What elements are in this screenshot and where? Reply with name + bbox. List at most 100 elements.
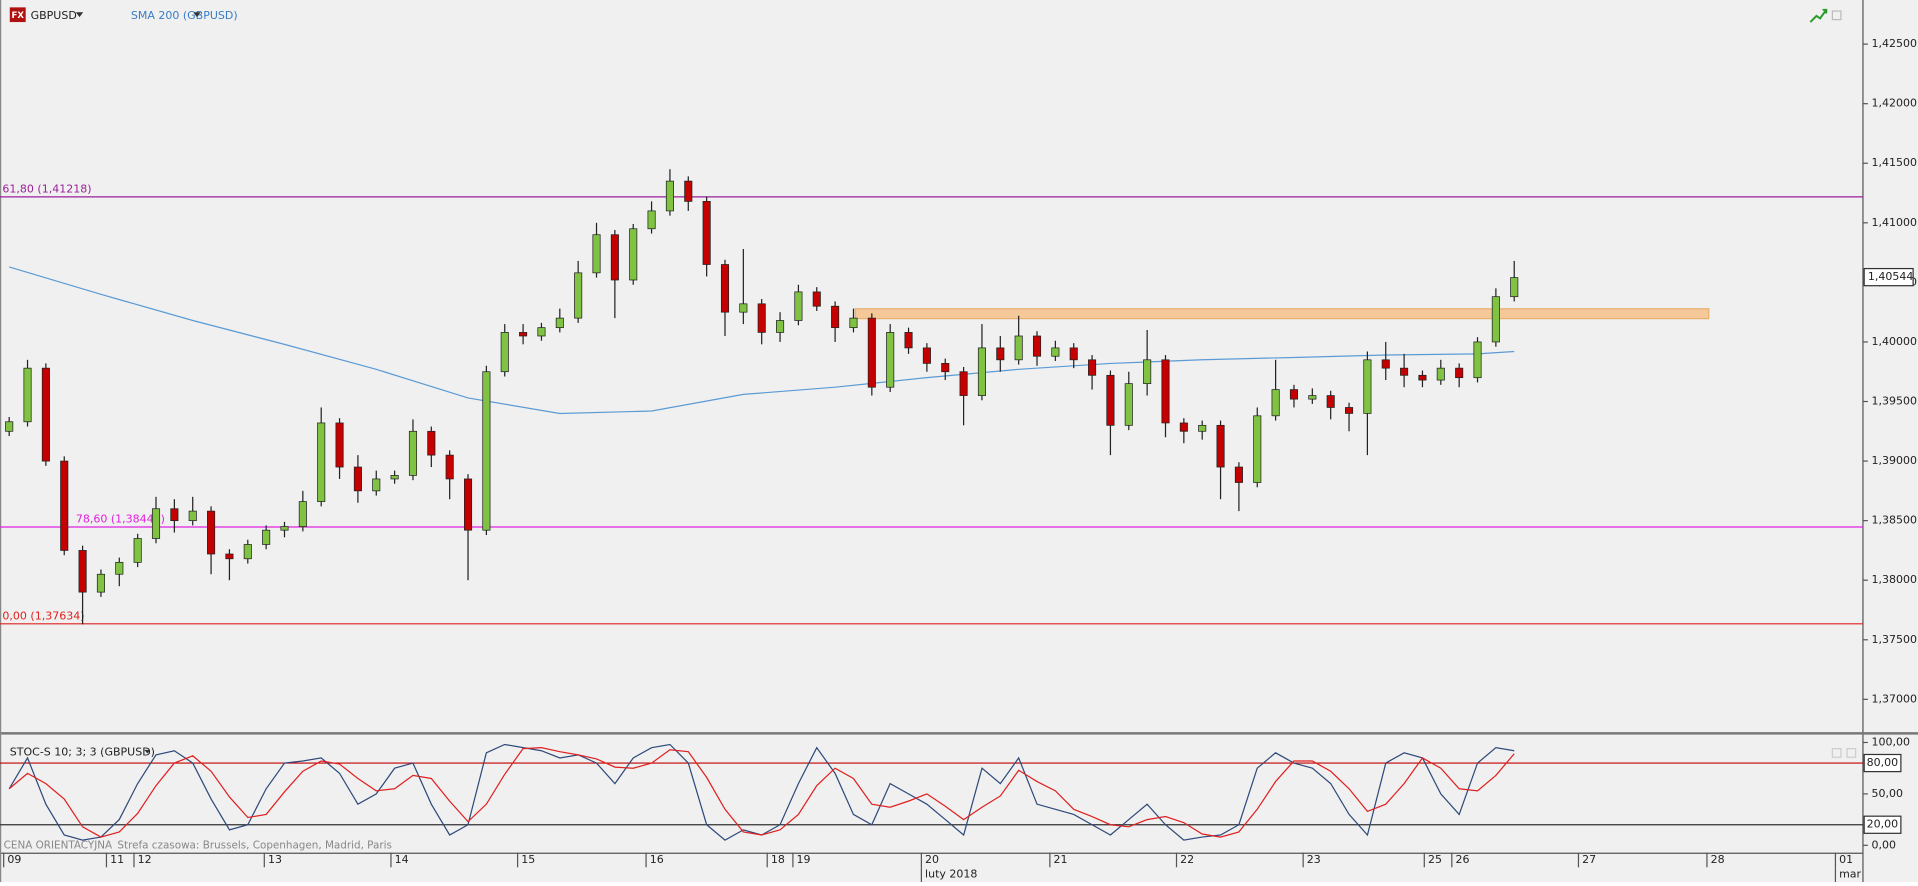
y-tick-label: 1,42500 [1872,37,1918,50]
x-tick-label: 15 [521,853,535,866]
dropdown-arrow[interactable] [144,749,151,754]
x-tick-label: 11 [110,853,124,866]
candle-body [96,573,105,593]
stoch-level-box [1863,815,1902,834]
candle-body [500,332,509,373]
candle-body [1161,359,1170,424]
candle-body [1216,424,1225,468]
y-tick-label: 1,42000 [1872,97,1918,110]
candle-body [1455,367,1464,379]
stoch-level-label: 80,00 [1867,756,1899,769]
fib-level-label: 61,80 (1,41218) [2,183,91,196]
candle-body [831,305,840,329]
candle-body [757,303,766,333]
candle-body [1271,389,1280,417]
candle-body [1106,374,1115,426]
candle-body [372,478,381,492]
candle-body [298,501,307,527]
candle-body [1198,424,1207,432]
candle-body [959,371,968,396]
candle-body [1253,415,1262,483]
y-tick-label: 100,00 [1872,735,1911,748]
candle-body [151,508,161,539]
stoch-level-label: 20,00 [1867,818,1899,831]
candle-body [812,291,821,307]
candle-body [1124,383,1133,426]
candle-body [574,272,583,319]
window-button[interactable] [1831,748,1842,758]
y-tick-label: 1,41000 [1872,216,1918,229]
y-tick-label: 1,40000 [1872,335,1918,348]
candle-body [1436,367,1445,381]
candle-body [941,363,950,373]
stoch-level-box [1863,753,1902,773]
y-tick-label: 0,00 [1872,838,1897,851]
x-tick-label: 20 [925,853,939,866]
y-tick-label: 1,37500 [1872,633,1918,646]
candle-body [1510,277,1519,298]
candle-body [427,430,436,456]
candle-body [1473,341,1482,379]
candle-body [702,201,711,265]
candle-body [335,422,344,468]
candle-body [60,460,69,551]
candle-body [867,317,876,388]
x-tick-label: 25 [1428,853,1442,866]
trend-icon[interactable] [1809,8,1828,23]
candle-body [353,466,362,492]
candle-body [665,180,674,212]
x-tick-label: 01 [1839,853,1853,866]
candle-body [592,234,601,274]
x-tick-label: 18 [771,853,785,866]
candle-body [262,529,271,545]
candle-body [922,347,931,364]
y-tick-label: 1,38500 [1872,514,1918,527]
candle-body [1345,407,1354,414]
candle-body [280,526,289,531]
candle-body [1069,347,1078,361]
candle-body [794,291,803,321]
candle-body [1234,466,1243,483]
window-button[interactable] [1846,748,1857,758]
date-axis [0,852,1863,882]
symbol-icon[interactable] [9,7,26,23]
x-tick-label: 12 [138,853,152,866]
candle-body [720,264,730,313]
candle-body [170,508,179,522]
candle-body [408,430,418,476]
window-button[interactable] [1831,10,1842,21]
last-price-box [1863,267,1914,287]
sma-line [8,266,1515,415]
x-tick-label: 27 [1582,853,1596,866]
stoch-title: STOC-S 10; 3; 3 (GBPUSD) [10,745,155,758]
dropdown-arrow[interactable] [75,12,84,18]
x-tick-label: 26 [1455,853,1469,866]
candle-body [41,367,50,462]
candle-body [610,234,619,281]
price-axis [1862,0,1918,882]
indicator-label[interactable]: SMA 200 (GBPUSD) [131,9,238,22]
x-tick-label: 22 [1180,853,1194,866]
candle-body [1400,367,1409,376]
candle-body [1491,296,1500,343]
candle-body [1326,395,1335,408]
candle-body [463,478,473,531]
symbol-icon-text: FX [12,11,25,21]
candle-body [133,538,142,563]
x-tick-label: 16 [650,853,664,866]
fib-level-label: 0,00 (1,37634) [2,609,84,622]
month-label: mar [1839,868,1861,881]
y-tick-label: 1,41500 [1872,156,1918,169]
candle-body [243,544,252,560]
candle-body [977,347,986,396]
candle-body [537,327,546,337]
candle-body [390,475,399,480]
stoch-line [8,747,1515,838]
candle-body [519,332,528,337]
dropdown-arrow[interactable] [193,12,201,18]
candle-body [886,332,895,388]
candle-body [78,550,87,593]
symbol-label[interactable]: GBPUSD [31,9,77,22]
